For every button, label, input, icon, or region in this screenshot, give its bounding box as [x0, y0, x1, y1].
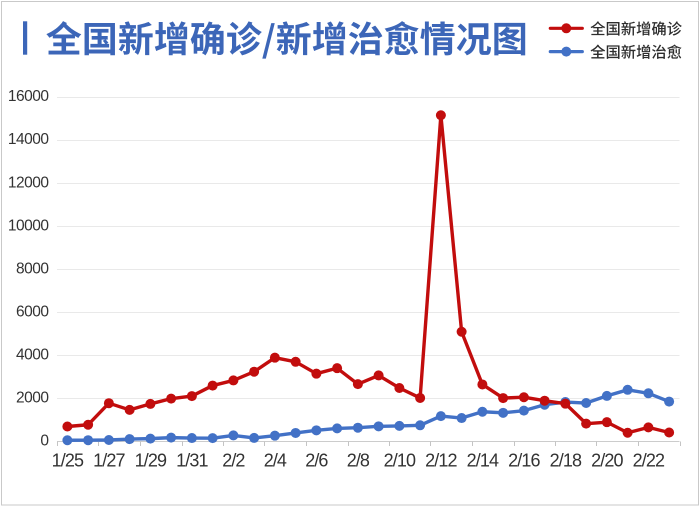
svg-text:2/14: 2/14 [467, 451, 499, 471]
svg-text:2/20: 2/20 [591, 451, 623, 471]
svg-text:2/8: 2/8 [347, 451, 370, 471]
svg-text:2000: 2000 [16, 389, 49, 406]
svg-text:10000: 10000 [8, 217, 49, 234]
svg-text:6000: 6000 [16, 303, 49, 320]
svg-text:12000: 12000 [8, 174, 49, 191]
svg-text:1/31: 1/31 [176, 451, 208, 471]
svg-text:2/2: 2/2 [222, 451, 245, 471]
svg-text:2/10: 2/10 [384, 451, 416, 471]
svg-text:2/16: 2/16 [508, 451, 540, 471]
svg-text:2/6: 2/6 [305, 451, 328, 471]
svg-text:2/22: 2/22 [633, 451, 665, 471]
svg-text:2/18: 2/18 [550, 451, 582, 471]
svg-text:8000: 8000 [16, 260, 49, 277]
svg-text:1/27: 1/27 [93, 451, 125, 471]
svg-text:2/4: 2/4 [264, 451, 287, 471]
svg-text:1/29: 1/29 [135, 451, 167, 471]
svg-text:14000: 14000 [8, 131, 49, 148]
svg-text:2/12: 2/12 [425, 451, 457, 471]
svg-text:16000: 16000 [8, 88, 49, 105]
svg-text:1/25: 1/25 [52, 451, 84, 471]
svg-text:0: 0 [40, 433, 49, 450]
svg-text:4000: 4000 [16, 346, 49, 363]
